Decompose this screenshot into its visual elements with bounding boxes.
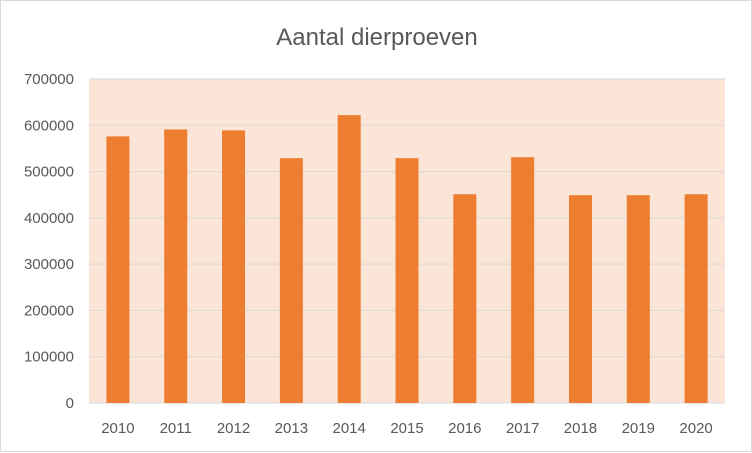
bar: [279, 158, 303, 403]
bar: [511, 157, 535, 403]
y-tick-label: 400000: [24, 210, 74, 227]
x-tick-label: 2015: [390, 420, 423, 437]
x-tick-label: 2020: [679, 420, 712, 437]
y-tick-label: 200000: [24, 302, 74, 319]
bar: [395, 158, 419, 403]
bar: [626, 195, 650, 403]
x-tick-label: 2011: [160, 420, 192, 437]
bar: [684, 194, 708, 403]
y-axis-ticks: 0 100000 200000 300000 400000 500000 600000 700…: [24, 71, 74, 412]
x-axis-ticks: 2010 2011 2012 2013 2014 2015 2016 2017 2018 2019…: [101, 420, 713, 437]
x-tick-label: 2017: [506, 420, 539, 437]
chart-title: Aantal dierproeven: [276, 24, 477, 51]
x-tick-label: 2016: [448, 420, 481, 437]
bar: [337, 115, 361, 404]
bar: [453, 194, 477, 403]
y-tick-label: 300000: [24, 256, 74, 273]
x-tick-label: 2018: [564, 420, 597, 437]
x-tick-label: 2012: [217, 420, 250, 437]
bar: [106, 136, 130, 403]
x-tick-label: 2010: [101, 420, 134, 437]
bar: [164, 129, 188, 404]
bar: [568, 195, 592, 403]
x-tick-label: 2019: [622, 420, 655, 437]
bar: [222, 130, 246, 403]
y-tick-label: 500000: [24, 164, 74, 181]
y-tick-label: 0: [66, 395, 74, 412]
y-tick-label: 700000: [24, 71, 74, 88]
bars: [106, 115, 708, 404]
y-tick-label: 600000: [24, 117, 74, 134]
x-tick-label: 2014: [332, 420, 365, 437]
x-tick-label: 2013: [275, 420, 308, 437]
y-tick-label: 100000: [24, 349, 74, 366]
